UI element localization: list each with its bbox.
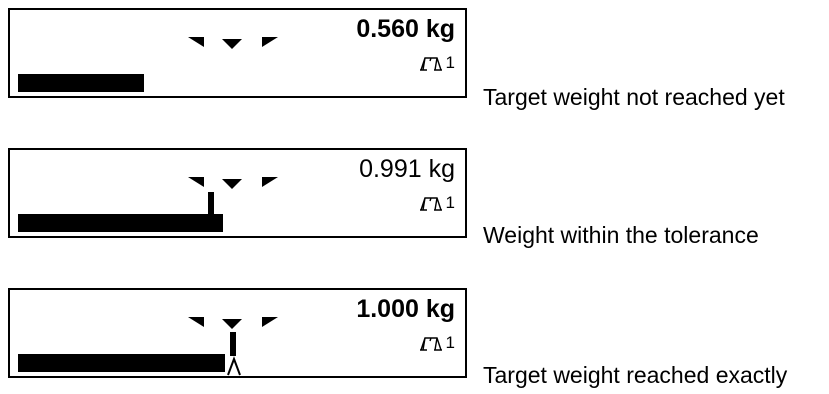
- scale-indicator: 1: [418, 192, 455, 214]
- scale-icon: [419, 337, 442, 351]
- progress-bar: [18, 214, 223, 232]
- status-caption: Target weight reached exactly: [483, 362, 788, 388]
- scale-icon: [419, 57, 442, 71]
- caret-up-icon: [227, 356, 241, 376]
- target-triangles-icon: [188, 37, 278, 49]
- scale-number: 1: [445, 193, 455, 212]
- progress-bar: [18, 354, 225, 372]
- weighing-display-2: 0.991 kg 1: [8, 148, 467, 238]
- target-triangles-icon: [188, 177, 278, 189]
- tolerance-marker: [208, 192, 214, 214]
- weight-readout: 0.560 kg: [356, 15, 455, 43]
- status-caption: Target weight not reached yet: [483, 84, 785, 110]
- scale-indicator: 1: [418, 332, 455, 354]
- status-caption: Weight within the tolerance: [483, 222, 759, 248]
- weighing-display-1: 0.560 kg 1: [8, 8, 467, 98]
- progress-bar: [18, 74, 144, 92]
- scale-number: 1: [445, 333, 455, 352]
- scale-indicator: 1: [418, 52, 455, 74]
- target-marker: [230, 332, 236, 356]
- weight-readout: 0.991 kg: [359, 155, 455, 183]
- weighing-display-3: 1.000 kg 1: [8, 288, 467, 378]
- target-triangles-icon: [188, 317, 278, 329]
- scale-icon: [419, 197, 442, 211]
- weight-readout: 1.000 kg: [356, 295, 455, 323]
- scale-number: 1: [445, 53, 455, 72]
